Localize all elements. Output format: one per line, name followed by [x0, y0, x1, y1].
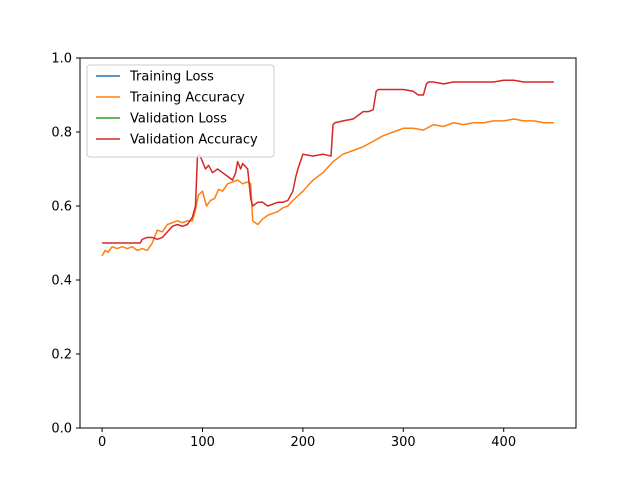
legend-box: [86, 64, 275, 158]
plot-lines: [101, 79, 554, 257]
y-tick-label: 0.4: [51, 274, 72, 289]
x-tick-label: 300: [391, 435, 416, 450]
y-axis: 0.0 0.2 0.4 0.6 0.8 1.0: [51, 52, 80, 437]
x-tick-label: 100: [190, 435, 215, 450]
legend-label-1: Training Accuracy: [129, 91, 245, 106]
x-axis: 0 100 200 300 400: [98, 428, 516, 450]
legend-label-2: Validation Loss: [130, 112, 227, 127]
x-tick-label: 400: [491, 435, 516, 450]
x-tick-label: 0: [98, 435, 106, 450]
y-tick-label: 0.8: [51, 126, 72, 141]
y-tick-label: 0.2: [51, 348, 72, 363]
series-line-3: [102, 79, 554, 244]
axes-frame: [79, 57, 577, 429]
x-tick-label: 200: [290, 435, 315, 450]
y-tick-label: 1.0: [51, 52, 72, 67]
y-tick-label: 0.0: [51, 422, 72, 437]
legend: Training Loss Training Accuracy Validation…: [86, 64, 275, 158]
y-tick-label: 0.6: [51, 200, 72, 215]
legend-label-0: Training Loss: [129, 70, 214, 85]
legend-label-3: Validation Accuracy: [130, 133, 258, 148]
